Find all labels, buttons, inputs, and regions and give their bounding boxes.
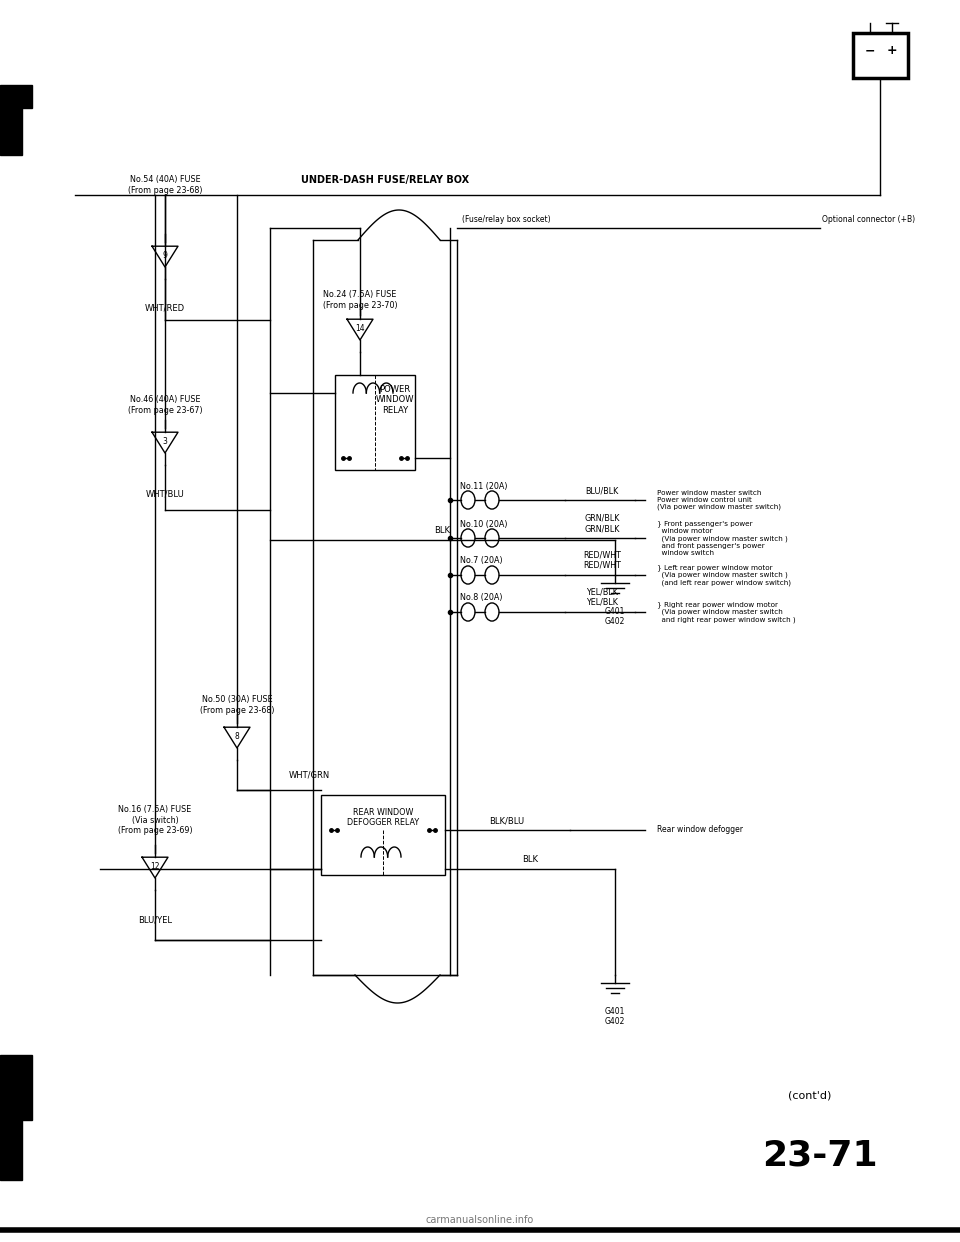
Text: No.16 (7.5A) FUSE
(Via switch)
(From page 23-69): No.16 (7.5A) FUSE (Via switch) (From pag… [118,805,192,835]
Text: GRN/BLK
GRN/BLK: GRN/BLK GRN/BLK [585,514,620,533]
Bar [335,375,415,469]
Text: 12: 12 [151,862,159,871]
Text: Power window master switch
Power window control unit
(Via power window master sw: Power window master switch Power window … [657,489,781,510]
Text: BLK: BLK [434,527,450,535]
Text: Optional connector (+B): Optional connector (+B) [822,215,915,224]
Text: 8: 8 [234,732,239,741]
Polygon shape [0,84,32,108]
Text: WHT/RED: WHT/RED [145,303,185,313]
Text: No.50 (30A) FUSE
(From page 23-68): No.50 (30A) FUSE (From page 23-68) [200,696,275,714]
Text: WHT/GRN: WHT/GRN [289,770,330,780]
Text: Rear window defogger: Rear window defogger [657,826,743,835]
Text: +: + [887,45,898,57]
Text: } Front passenger's power
  window motor
  (Via power window master switch )
  a: } Front passenger's power window motor (… [657,520,788,555]
FancyBboxPatch shape [852,32,907,77]
Text: No.46 (40A) FUSE
(From page 23-67): No.46 (40A) FUSE (From page 23-67) [128,395,203,415]
Polygon shape [0,1054,32,1120]
Polygon shape [0,1120,22,1180]
Text: (cont'd): (cont'd) [788,1090,831,1100]
Text: } Right rear power window motor
  (Via power window master switch
  and right re: } Right rear power window motor (Via pow… [657,601,796,623]
Text: carmanualsonline.info: carmanualsonline.info [426,1215,534,1225]
Text: No.11 (20A): No.11 (20A) [460,482,508,491]
Text: WHT/BLU: WHT/BLU [146,489,184,498]
Text: BLK/BLU: BLK/BLU [490,816,524,825]
Text: BLK: BLK [522,854,538,864]
Text: YEL/BLK
YEL/BLK: YEL/BLK YEL/BLK [586,587,618,607]
Text: −: − [865,45,876,57]
Text: G401
G402: G401 G402 [605,607,625,626]
Text: G401
G402: G401 G402 [605,1007,625,1026]
Text: RED/WHT
RED/WHT: RED/WHT RED/WHT [583,550,621,570]
Text: (Fuse/relay box socket): (Fuse/relay box socket) [462,215,551,224]
Polygon shape [0,108,22,155]
Text: POWER
WINDOW
RELAY: POWER WINDOW RELAY [375,385,415,415]
Text: 23-71: 23-71 [762,1138,877,1172]
Text: No.8 (20A): No.8 (20A) [460,594,502,602]
Text: No.54 (40A) FUSE
(From page 23-68): No.54 (40A) FUSE (From page 23-68) [128,175,203,195]
Text: 9: 9 [162,251,167,260]
Text: UNDER-DASH FUSE/RELAY BOX: UNDER-DASH FUSE/RELAY BOX [300,175,469,185]
Bar [321,795,445,876]
Text: 14: 14 [355,324,365,333]
Text: REAR WINDOW
DEFOGGER RELAY: REAR WINDOW DEFOGGER RELAY [347,809,420,827]
Text: BLU/BLK: BLU/BLK [586,486,618,496]
Text: BLU/YEL: BLU/YEL [138,915,172,924]
Text: No.24 (7.5A) FUSE
(From page 23-70): No.24 (7.5A) FUSE (From page 23-70) [323,291,397,309]
Text: } Left rear power window motor
  (Via power window master switch )
  (and left r: } Left rear power window motor (Via powe… [657,564,791,586]
Text: No.10 (20A): No.10 (20A) [460,519,508,529]
Text: 3: 3 [162,437,167,446]
Text: No.7 (20A): No.7 (20A) [460,556,503,565]
